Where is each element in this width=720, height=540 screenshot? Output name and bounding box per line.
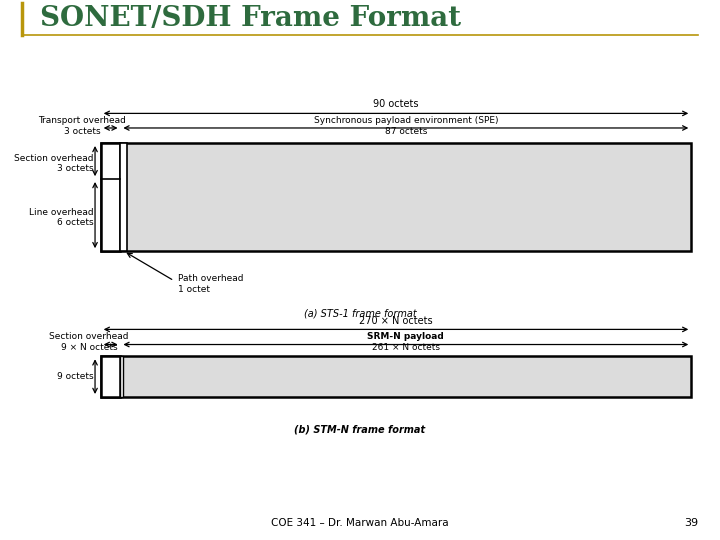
Text: Path overhead: Path overhead — [178, 274, 243, 283]
Bar — [120, 143, 127, 251]
Text: Transport overhead: Transport overhead — [38, 116, 126, 125]
Text: 3 octets: 3 octets — [57, 164, 94, 173]
Text: SRM-N payload: SRM-N payload — [367, 332, 444, 341]
Text: COE 341 – Dr. Marwan Abu-Amara: COE 341 – Dr. Marwan Abu-Amara — [271, 518, 449, 528]
Text: Section overhead: Section overhead — [14, 154, 94, 163]
Text: 39: 39 — [684, 518, 698, 528]
Text: 270 × N octets: 270 × N octets — [359, 315, 433, 326]
Bar — [101, 356, 691, 397]
Text: 6 octets: 6 octets — [57, 218, 94, 227]
Text: Synchronous payload environment (SPE): Synchronous payload environment (SPE) — [314, 116, 498, 125]
Text: (a) STS-1 frame format: (a) STS-1 frame format — [304, 308, 416, 318]
Text: 261 × N octets: 261 × N octets — [372, 342, 440, 352]
Text: 9 × N octets: 9 × N octets — [60, 342, 117, 352]
Bar — [101, 356, 120, 397]
Text: 3 octets: 3 octets — [63, 126, 100, 136]
Bar — [120, 356, 122, 397]
Bar — [101, 143, 691, 251]
Text: SONET/SDH Frame Format: SONET/SDH Frame Format — [40, 5, 461, 32]
Text: 90 octets: 90 octets — [373, 99, 419, 109]
Text: (b) STM-N frame format: (b) STM-N frame format — [294, 424, 426, 434]
Text: Line overhead: Line overhead — [29, 208, 94, 217]
Text: 9 octets: 9 octets — [57, 372, 94, 381]
Text: 1 octet: 1 octet — [178, 285, 210, 294]
Text: 87 octets: 87 octets — [384, 126, 427, 136]
Bar — [101, 143, 120, 251]
Text: Section overhead: Section overhead — [49, 332, 129, 341]
